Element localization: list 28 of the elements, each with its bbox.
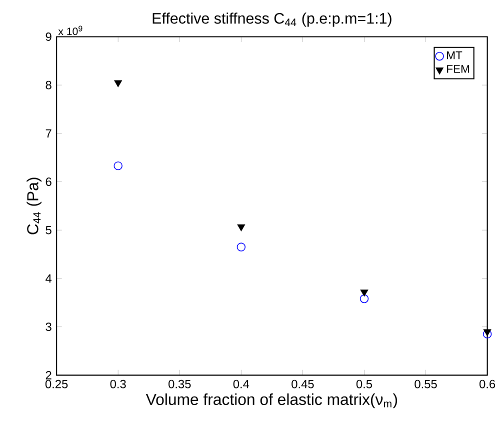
x-tick-label: 0.3	[110, 380, 126, 388]
text: x 10$^{9}$	[58, 26, 82, 36]
point	[237, 224, 246, 232]
y-tick-label: 9	[46, 32, 52, 42]
x-tick-label: 0.4	[233, 380, 250, 388]
y-tick-label: 5	[46, 226, 52, 234]
x-tick-label: 0.55	[414, 380, 437, 388]
y-tick-label: 3	[46, 322, 52, 332]
point	[114, 80, 122, 88]
point	[360, 294, 369, 304]
x-tick-label: 0.25	[45, 380, 68, 388]
y-axis-title: C$_{44}$ (Pa)	[26, 178, 42, 234]
point	[360, 290, 368, 296]
x-axis-title: Volume fraction of elastic matrix(ν$_{m}$)	[146, 393, 398, 408]
x-tick-label: 0.35	[168, 380, 191, 388]
chart-title: Effective stiffness C$_{44}$ (p.e:p.m=1:1)	[152, 12, 392, 27]
legend-label: FEM	[447, 65, 469, 73]
y-tick-label: 6	[46, 178, 52, 186]
x-tick-label: 0.5	[356, 380, 372, 388]
point	[236, 242, 246, 252]
y-tick-label: 4	[46, 274, 52, 283]
y-tick-label: 2	[46, 371, 52, 380]
legend-label: MT	[447, 51, 462, 60]
y-tick-label: 8	[46, 80, 52, 90]
x-tick-label: 0.45	[292, 380, 314, 388]
y-tick-label: 7	[46, 129, 52, 138]
point	[114, 162, 122, 170]
x-tick-label: 0.6	[480, 380, 496, 388]
